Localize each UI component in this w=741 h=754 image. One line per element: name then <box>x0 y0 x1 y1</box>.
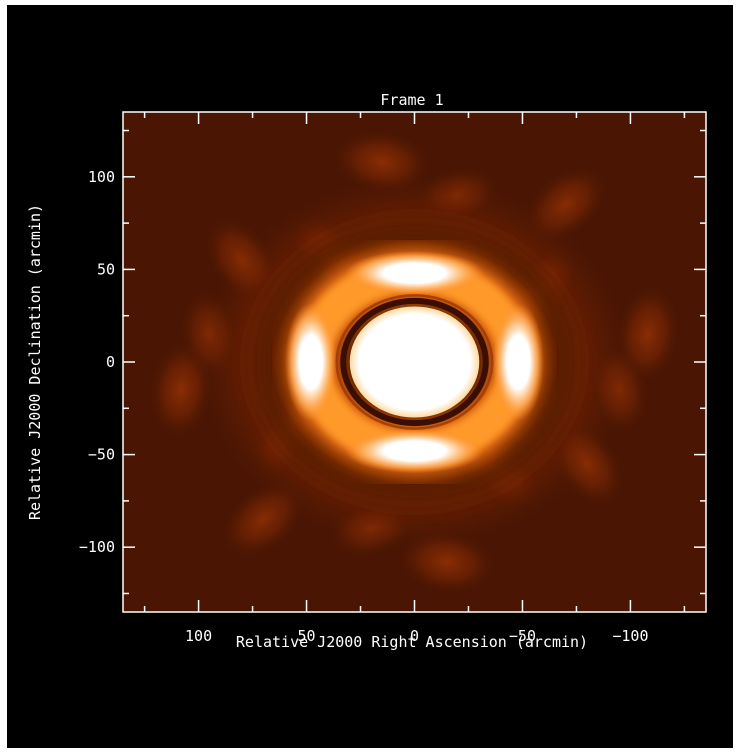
plot-window: 100 50 0 −50 −100 100 50 0 −50 −100 Frame 1 Relat… <box>7 5 733 748</box>
bright-lobe-1 <box>345 250 484 296</box>
sidelobe-14 <box>591 347 648 433</box>
sidelobe-9 <box>525 167 606 242</box>
x-tick-label: −50 <box>509 627 536 645</box>
bright-lobe-4 <box>492 302 545 422</box>
bright-lobe-2 <box>345 428 484 474</box>
main-beam-group <box>248 217 581 507</box>
y-tick-label: 0 <box>106 353 115 371</box>
sidelobe-13 <box>181 291 238 377</box>
central-core <box>349 306 480 418</box>
y-tick-label: −50 <box>88 446 115 464</box>
tick-group: 100 50 0 −50 −100 100 50 0 −50 −100 <box>79 112 706 645</box>
x-tick-label: −100 <box>612 627 648 645</box>
dark-moat-ring <box>248 217 581 507</box>
sidelobe-2 <box>399 531 495 593</box>
sidelobe-10 <box>223 482 304 557</box>
x-axis-label: Relative J2000 Right Ascension (arcmin) <box>236 633 588 651</box>
chart-title: Frame 1 <box>380 91 443 109</box>
dark-ring <box>340 297 489 427</box>
y-tick-label: −100 <box>79 538 115 556</box>
dark-ring-edge <box>335 294 494 430</box>
sidelobe-15 <box>330 501 413 557</box>
y-tick-label: 50 <box>97 260 115 278</box>
x-tick-label: 50 <box>298 627 316 645</box>
plot-svg: 100 50 0 −50 −100 100 50 0 −50 −100 Frame 1 Relat… <box>26 91 707 651</box>
sidelobe-11 <box>206 218 278 302</box>
sidelobe-1 <box>334 131 430 193</box>
y-tick-label: 100 <box>88 168 115 186</box>
bright-lobe-3 <box>284 302 337 422</box>
y-axis-label: Relative J2000 Declination (arcmin) <box>26 204 44 520</box>
x-tick-label: 0 <box>410 627 419 645</box>
sidelobe-16 <box>416 167 499 223</box>
x-tick-label: 100 <box>185 627 212 645</box>
sidelobe-12 <box>551 422 623 506</box>
